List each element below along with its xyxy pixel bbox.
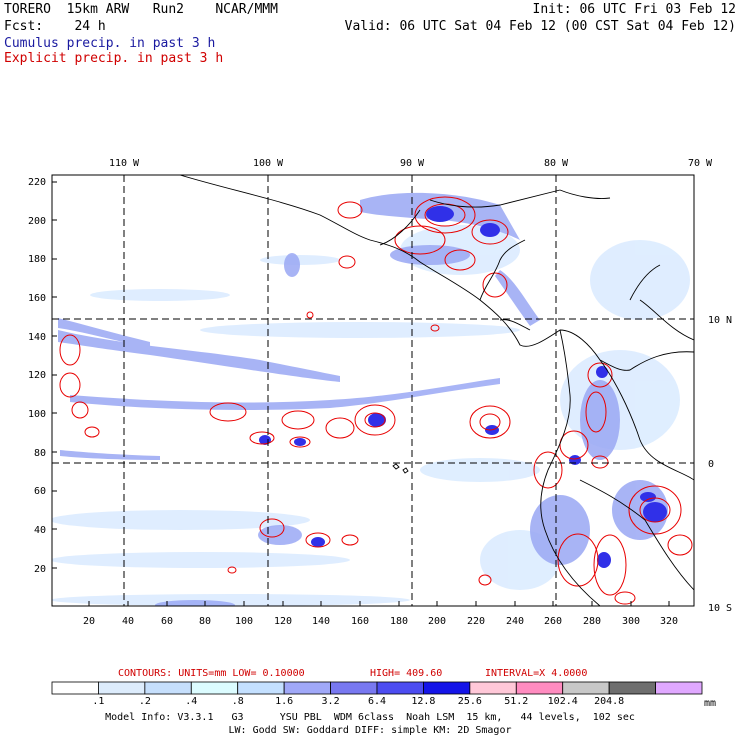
colorbar-swatch [608,681,656,695]
x-tick-label: 20 [83,616,95,627]
x-tick-label: 160 [351,616,369,627]
colorbar-swatch [51,681,99,695]
x-tick-label: 140 [312,616,330,627]
colorbar-swatch [423,681,471,695]
map-frame [51,174,695,607]
contour-interval: INTERVAL=X 4.0000 [485,668,587,679]
y-tick-label: 20 [34,564,46,575]
lon-label-90w: 90 W [400,158,425,169]
colorbar-swatch [190,681,239,695]
y-tick-label: 220 [28,177,46,188]
y-tick-label: 140 [28,332,46,343]
colorbar-label: 12.8 [411,696,435,707]
x-tick-label: 240 [506,616,524,627]
y-tick-label: 200 [28,216,46,227]
colorbar-swatch [515,681,564,695]
x-tick-label: 280 [583,616,601,627]
y-tick-label: 180 [28,254,46,265]
forecast-hour: Fcst: 24 h [4,19,106,34]
colorbar-swatch [144,681,192,695]
precip-colorbar: .1 .2 .4 .8 1.6 3.2 6.4 12.8 25.6 51.2 102.4 204.8 [51,681,703,707]
init-time: Init: 06 UTC Fri 03 Feb 12 [532,2,737,17]
contour-high: HIGH= 409.60 [370,668,442,679]
contour-units: CONTOURS: UNITS=mm LOW= 0.10000 [118,668,305,679]
lat-lon-grid [52,175,694,606]
valid-time: Valid: 06 UTC Sat 04 Feb 12 (00 CST Sat … [344,19,736,34]
colorbar-label: 51.2 [504,696,528,707]
y-tick-label: 40 [34,525,46,536]
colorbar-swatch [330,681,378,695]
axis-ticks [52,181,670,606]
colorbar-label: .4 [185,696,197,707]
lat-label-10n: 10 N [708,315,732,326]
x-tick-label: 200 [428,616,446,627]
colorbar-label: .1 [92,696,104,707]
colorbar-label: 204.8 [594,696,624,707]
y-tick-label: 160 [28,293,46,304]
colorbar-unit: mm [704,698,716,709]
model-title: TORERO 15km ARW Run2 NCAR/MMM [4,2,278,17]
y-tick-label: 100 [28,409,46,420]
lon-label-100w: 100 W [253,158,284,169]
colorbar-label: 6.4 [368,696,386,707]
colorbar-label: 25.6 [458,696,482,707]
colorbar-label: .8 [232,696,244,707]
y-tick-label: 60 [34,486,46,497]
model-info: Model Info: V3.3.1 G3 YSU PBL WDM 6class… [105,712,635,723]
y-tick-label: 80 [34,448,46,459]
colorbar-swatch [283,681,331,695]
colorbar-swatch [469,681,517,695]
physics-info: LW: Godd SW: Goddard DIFF: simple KM: 2D… [228,725,512,736]
precip-layer [52,175,694,606]
legend-explicit: Explicit precip. in past 3 h [4,51,224,66]
lat-label-10s: 10 S [708,603,732,614]
x-tick-label: 180 [390,616,408,627]
x-tick-label: 80 [199,616,211,627]
colorbar-swatch [562,681,610,695]
lat-label-0: 0 [708,459,714,470]
lon-label-110w: 110 W [109,158,140,169]
x-tick-label: 260 [544,616,562,627]
colorbar-label: .2 [139,696,151,707]
colorbar-swatch [98,681,146,695]
colorbar-swatch [376,681,424,695]
x-tick-label: 320 [660,616,678,627]
x-tick-label: 40 [122,616,134,627]
lon-label-70w: 70 W [688,158,713,169]
colorbar-label: 102.4 [548,696,578,707]
colorbar-label: 3.2 [322,696,340,707]
x-tick-label: 300 [622,616,640,627]
legend-cumulus: Cumulus precip. in past 3 h [4,36,216,51]
y-tick-label: 120 [28,370,46,381]
x-tick-label: 100 [235,616,253,627]
x-tick-label: 220 [467,616,485,627]
x-tick-label: 60 [161,616,173,627]
colorbar-label: 1.6 [275,696,293,707]
lon-label-80w: 80 W [544,158,569,169]
colorbar-swatch [237,681,285,695]
colorbar-swatch [655,681,703,695]
x-tick-label: 120 [274,616,292,627]
